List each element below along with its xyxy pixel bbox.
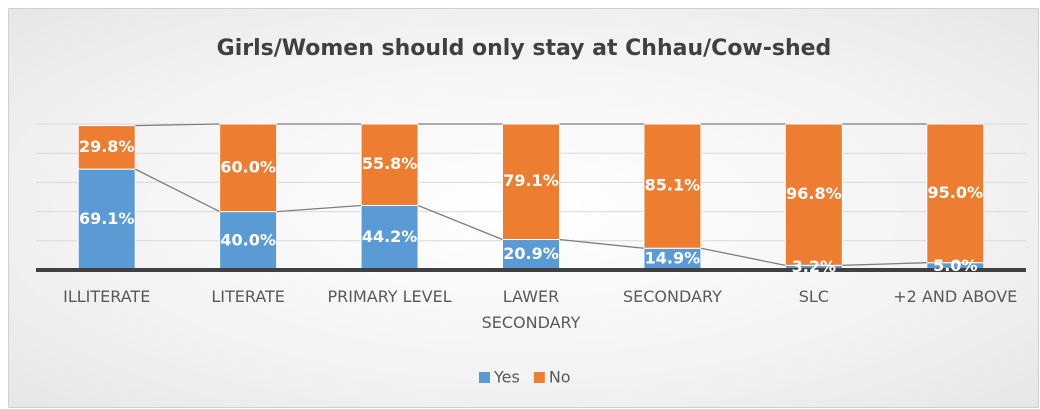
series-line <box>700 247 786 266</box>
legend-label: Yes <box>493 368 520 387</box>
series-line <box>417 204 503 241</box>
data-label: 69.1% <box>79 209 135 228</box>
bar-segment <box>643 123 702 249</box>
series-line <box>135 123 220 127</box>
series-line <box>559 238 644 249</box>
x-tick-label: LITERATE <box>211 287 285 306</box>
data-label: 60.0% <box>220 157 276 176</box>
data-label: 20.9% <box>503 244 559 263</box>
bar-segment <box>219 123 278 213</box>
series-line <box>842 262 927 266</box>
series-line <box>134 168 220 213</box>
bar-segment <box>219 211 278 271</box>
series-line <box>276 204 362 213</box>
data-label: 14.9% <box>645 249 701 268</box>
data-label: 95.0% <box>928 183 984 202</box>
data-label: 85.1% <box>645 176 701 195</box>
data-label: 44.2% <box>362 227 418 246</box>
bar-segment <box>784 123 843 266</box>
chart-title: Girls/Women should only stay at Chhau/Co… <box>217 36 832 61</box>
x-tick-label: SECONDARY <box>622 287 722 306</box>
bar-segment <box>77 125 136 170</box>
legend-swatch <box>533 372 545 383</box>
data-label: 79.1% <box>503 171 559 190</box>
x-tick-label: PRIMARY LEVEL <box>327 287 452 306</box>
legend-swatch <box>479 372 490 383</box>
x-tick-label: LAWER SECONDARY <box>481 287 581 332</box>
data-label: 96.8% <box>786 184 842 203</box>
chart: Girls/Women should only stay at Chhau/Co… <box>36 36 1026 387</box>
bar-segment <box>360 204 419 271</box>
data-label: 55.8% <box>362 154 418 173</box>
x-tick-label: SLC <box>798 287 829 306</box>
chart-area: Girls/Women should only stay at Chhau/Co… <box>8 8 1039 408</box>
x-tick-label: ILLITERATE <box>63 287 151 306</box>
data-label: 5.0% <box>933 256 977 275</box>
x-tick-label: +2 AND ABOVE <box>893 287 1018 306</box>
bar-segment <box>926 123 985 264</box>
bar-segment <box>502 123 560 240</box>
data-label: 40.0% <box>220 230 276 249</box>
legend-label: No <box>549 368 571 387</box>
data-label: 29.8% <box>79 137 135 156</box>
data-label: 3.2% <box>792 257 836 276</box>
bar-segment <box>360 123 419 206</box>
